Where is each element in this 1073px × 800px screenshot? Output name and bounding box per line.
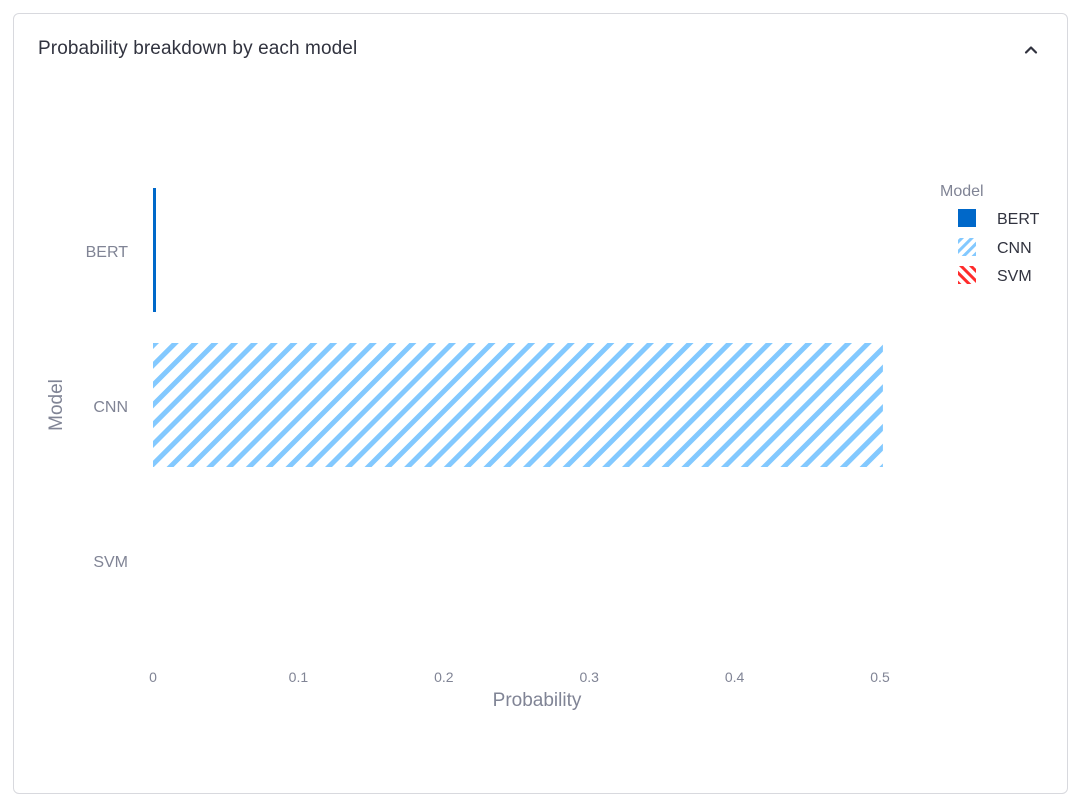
panel-header[interactable]: Probability breakdown by each model [38, 36, 1043, 64]
legend-label-bert: BERT [997, 211, 1040, 228]
y-axis-title: Model [46, 379, 67, 431]
legend-swatch-bert [958, 209, 976, 227]
legend-label-cnn: CNN [997, 240, 1032, 257]
y-tick-label-bert: BERT [86, 244, 129, 261]
legend-title: Model [940, 183, 984, 200]
x-tick-label: 0.2 [434, 669, 454, 685]
legend-item-bert[interactable]: BERT [958, 209, 1040, 228]
legend-item-svm[interactable]: SVM [958, 266, 1032, 285]
legend: Model BERT CNN SVM [940, 183, 1040, 285]
panel-title: Probability breakdown by each model [38, 38, 358, 59]
bar-bert[interactable] [153, 188, 156, 312]
bar-cnn[interactable] [153, 343, 883, 467]
x-tick-label: 0.1 [289, 669, 309, 685]
x-tick-label: 0 [149, 669, 157, 685]
legend-label-svm: SVM [997, 268, 1032, 285]
x-axis-title: Probability [493, 690, 582, 711]
y-tick-label-cnn: CNN [93, 399, 128, 416]
x-tick-label: 0.5 [870, 669, 890, 685]
legend-swatch-svm [958, 266, 976, 284]
chevron-up-icon[interactable] [1017, 36, 1045, 64]
y-tick-label-svm: SVM [93, 554, 128, 571]
x-tick-label: 0.4 [725, 669, 745, 685]
legend-swatch-cnn [958, 238, 976, 256]
x-tick-label: 0.3 [579, 669, 599, 685]
legend-item-cnn[interactable]: CNN [958, 238, 1032, 257]
